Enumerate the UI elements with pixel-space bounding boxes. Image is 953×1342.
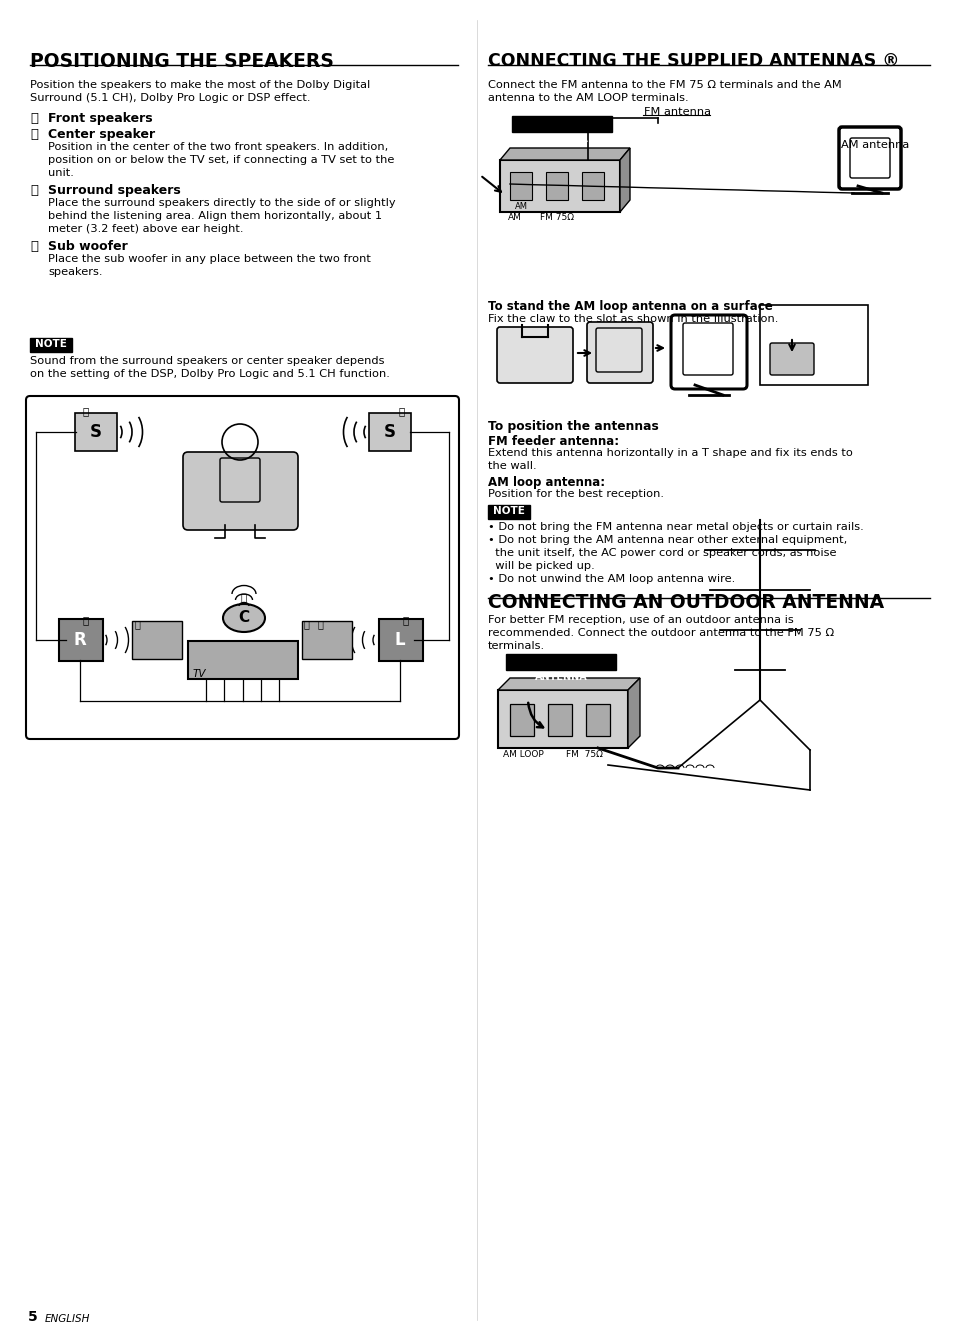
- FancyBboxPatch shape: [369, 413, 411, 451]
- Bar: [510, 172, 532, 200]
- Text: Position in the center of the two front speakers. In addition,: Position in the center of the two front …: [48, 142, 388, 152]
- Text: Ⓑ: Ⓑ: [30, 127, 38, 141]
- FancyBboxPatch shape: [499, 160, 619, 212]
- Text: To position the antennas: To position the antennas: [488, 420, 659, 433]
- FancyBboxPatch shape: [497, 690, 627, 747]
- Bar: [585, 705, 609, 735]
- Text: Fix the claw to the slot as shown in the illustration.: Fix the claw to the slot as shown in the…: [488, 314, 778, 323]
- FancyBboxPatch shape: [769, 344, 813, 374]
- FancyBboxPatch shape: [378, 619, 422, 662]
- Text: Position for the best reception.: Position for the best reception.: [488, 488, 663, 499]
- Text: ENGLISH: ENGLISH: [45, 1314, 91, 1325]
- FancyBboxPatch shape: [586, 322, 652, 382]
- Text: Center speaker: Center speaker: [48, 127, 155, 141]
- Bar: [132, 621, 182, 659]
- FancyBboxPatch shape: [497, 327, 573, 382]
- Polygon shape: [627, 678, 639, 747]
- Text: Ⓐ: Ⓐ: [83, 615, 89, 625]
- Text: Ⓓ: Ⓓ: [30, 240, 38, 254]
- Text: Ⓑ: Ⓑ: [240, 592, 247, 603]
- Bar: [505, 654, 616, 670]
- Text: • Do not bring the FM antenna near metal objects or curtain rails.: • Do not bring the FM antenna near metal…: [488, 522, 862, 531]
- Text: Surround (5.1 CH), Dolby Pro Logic or DSP effect.: Surround (5.1 CH), Dolby Pro Logic or DS…: [30, 93, 310, 103]
- Text: R: R: [73, 631, 87, 650]
- Text: antenna to the AM LOOP terminals.: antenna to the AM LOOP terminals.: [488, 93, 688, 103]
- Text: FM 75Ω: FM 75Ω: [539, 213, 574, 221]
- Text: Ⓓ: Ⓓ: [304, 619, 310, 629]
- Text: on the setting of the DSP, Dolby Pro Logic and 5.1 CH function.: on the setting of the DSP, Dolby Pro Log…: [30, 369, 390, 378]
- Bar: [547, 705, 572, 735]
- FancyBboxPatch shape: [183, 452, 297, 530]
- Text: FM  75Ω: FM 75Ω: [565, 750, 602, 760]
- Polygon shape: [619, 148, 629, 212]
- Text: AM: AM: [514, 203, 527, 211]
- Text: Ⓓ: Ⓓ: [135, 619, 141, 629]
- Text: POSITIONING THE SPEAKERS: POSITIONING THE SPEAKERS: [30, 52, 334, 71]
- Text: position on or below the TV set, if connecting a TV set to the: position on or below the TV set, if conn…: [48, 154, 394, 165]
- Text: AM loop antenna:: AM loop antenna:: [488, 476, 604, 488]
- Ellipse shape: [223, 604, 265, 632]
- Text: Sound from the surround speakers or center speaker depends: Sound from the surround speakers or cent…: [30, 356, 384, 366]
- Polygon shape: [497, 678, 639, 690]
- Text: L: L: [395, 631, 405, 650]
- Text: Ⓐ: Ⓐ: [402, 615, 409, 625]
- Text: C: C: [238, 611, 250, 625]
- Bar: [488, 505, 530, 519]
- Text: Ⓒ: Ⓒ: [30, 184, 38, 197]
- Text: S: S: [384, 423, 395, 442]
- Bar: [188, 641, 297, 679]
- Bar: [30, 338, 71, 352]
- Text: Surround speakers: Surround speakers: [48, 184, 180, 197]
- Text: meter (3.2 feet) above ear height.: meter (3.2 feet) above ear height.: [48, 224, 243, 234]
- Text: 5: 5: [28, 1310, 38, 1325]
- Bar: [302, 621, 352, 659]
- Text: Place the surround speakers directly to the side of or slightly: Place the surround speakers directly to …: [48, 199, 395, 208]
- Text: For better FM reception, use of an outdoor antenna is: For better FM reception, use of an outdo…: [488, 615, 793, 625]
- Text: NOTE: NOTE: [493, 506, 524, 517]
- Text: To stand the AM loop antenna on a surface: To stand the AM loop antenna on a surfac…: [488, 301, 772, 313]
- Text: Sub woofer: Sub woofer: [48, 240, 128, 254]
- Text: FM antenna: FM antenna: [644, 107, 711, 117]
- Text: S: S: [90, 423, 102, 442]
- Text: behind the listening area. Align them horizontally, about 1: behind the listening area. Align them ho…: [48, 211, 382, 221]
- Text: recommended. Connect the outdoor antenna to the FM 75 Ω: recommended. Connect the outdoor antenna…: [488, 628, 833, 637]
- Bar: [581, 172, 603, 200]
- Text: Ⓒ: Ⓒ: [398, 407, 405, 416]
- Text: ANTENNA: ANTENNA: [535, 134, 588, 144]
- FancyBboxPatch shape: [59, 619, 103, 662]
- Text: Ⓒ: Ⓒ: [83, 407, 89, 416]
- Text: FM feeder antenna:: FM feeder antenna:: [488, 435, 618, 448]
- Text: the unit itself, the AC power cord or speaker cords, as noise: the unit itself, the AC power cord or sp…: [488, 548, 836, 558]
- Text: Extend this antenna horizontally in a T shape and fix its ends to: Extend this antenna horizontally in a T …: [488, 448, 852, 458]
- Bar: [760, 305, 867, 385]
- Polygon shape: [499, 148, 629, 160]
- Text: TV: TV: [193, 670, 206, 679]
- Text: • Do not unwind the AM loop antenna wire.: • Do not unwind the AM loop antenna wire…: [488, 574, 735, 584]
- Text: AM antenna: AM antenna: [840, 140, 908, 150]
- Text: ANTENNA: ANTENNA: [534, 672, 587, 682]
- Text: Position the speakers to make the most of the Dolby Digital: Position the speakers to make the most o…: [30, 81, 370, 90]
- Text: speakers.: speakers.: [48, 267, 102, 276]
- FancyBboxPatch shape: [75, 413, 117, 451]
- Text: CONNECTING THE SUPPLIED ANTENNAS ®: CONNECTING THE SUPPLIED ANTENNAS ®: [488, 52, 899, 70]
- Text: will be picked up.: will be picked up.: [488, 561, 594, 570]
- Bar: [512, 115, 612, 132]
- Text: Ⓐ: Ⓐ: [30, 111, 38, 125]
- Bar: [545, 172, 567, 200]
- Text: terminals.: terminals.: [488, 641, 544, 651]
- Text: unit.: unit.: [48, 168, 73, 178]
- Text: Connect the FM antenna to the FM 75 Ω terminals and the AM: Connect the FM antenna to the FM 75 Ω te…: [488, 81, 841, 90]
- Text: Ⓐ: Ⓐ: [317, 619, 323, 629]
- Text: Place the sub woofer in any place between the two front: Place the sub woofer in any place betwee…: [48, 254, 371, 264]
- Text: CONNECTING AN OUTDOOR ANTENNA: CONNECTING AN OUTDOOR ANTENNA: [488, 593, 883, 612]
- Text: AM LOOP: AM LOOP: [502, 750, 543, 760]
- Bar: [510, 705, 534, 735]
- Text: the wall.: the wall.: [488, 462, 536, 471]
- Text: AM: AM: [507, 213, 521, 221]
- Text: • Do not bring the AM antenna near other external equipment,: • Do not bring the AM antenna near other…: [488, 535, 846, 545]
- Text: NOTE: NOTE: [35, 340, 67, 349]
- Text: Front speakers: Front speakers: [48, 111, 152, 125]
